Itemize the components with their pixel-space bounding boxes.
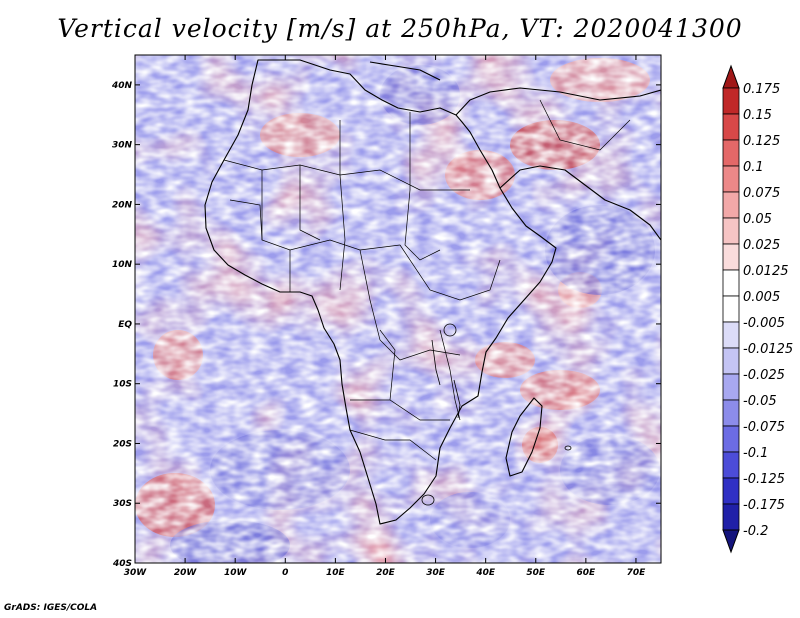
colorbar-label: -0.125 [743,472,785,487]
colorbar-segment [722,425,740,453]
colorbar-label: 0.125 [743,134,780,149]
plot-frame [134,54,662,564]
lat-tick-label: 40S [112,559,132,569]
colorbar-label: 0.175 [743,82,780,97]
colorbar-label: -0.0125 [743,342,793,357]
colorbar-label: 0.005 [743,290,780,305]
lat-tick-label: 20S [113,439,132,449]
colorbar-label: 0.1 [743,160,764,175]
lon-tick-label: 10W [224,568,248,578]
lat-tick-label: EQ [118,320,132,330]
colorbar-max-triangle [722,64,740,89]
longitude-axis: 30W 20W 10W 0 10E 20E 30E 40E 50E 60E 70E [124,55,646,578]
colorbar-label: 0.075 [743,186,780,201]
lon-tick-label: 70E [627,568,647,578]
lakes-islands [421,323,572,506]
colorbar-min-triangle [722,529,740,554]
coastlines [204,59,661,525]
lat-tick-label: 10S [113,380,132,390]
lat-tick-label: 40N [111,81,133,91]
colorbar-segment [722,191,740,219]
colorbar-segment [722,165,740,193]
colorbar-segment [722,321,740,349]
colorbar-label: -0.075 [743,420,785,435]
field-fine-texture [135,55,661,563]
latitude-axis: 40N 30N 20N 10N EQ 10S 20S 30S 40S [111,81,661,569]
colorbar-segment [722,451,740,479]
lon-tick-label: 20W [174,568,198,578]
lat-tick-label: 30N [112,141,133,151]
colorbar-label: -0.2 [743,524,768,539]
lon-tick-label: 0 [282,568,288,578]
lat-tick-label: 10N [112,260,133,270]
colorbar-segment [722,503,740,531]
velocity-field [135,55,661,563]
colorbar-label: 0.05 [743,212,772,227]
colorbar-label: -0.025 [743,368,785,383]
country-borders [223,99,631,461]
colorbar-segment [722,87,740,115]
colorbar-label: -0.005 [743,316,785,331]
colorbar-segment [722,347,740,375]
map-title: Vertical velocity [m/s] at 250hPa, VT: 2… [57,14,743,43]
mediterranean-coast [369,61,441,81]
lon-tick-label: 20E [376,568,396,578]
colorbar-segment [722,139,740,167]
colorbar: 0.175 0.15 0.125 0.1 0.075 0.05 0.025 0.0125 0.0… [722,64,793,554]
colorbar-label: 0.0125 [743,264,789,279]
africa-coastline [204,59,557,525]
colorbar-label: -0.175 [743,498,785,513]
lon-tick-label: 10E [326,568,346,578]
madagascar-coastline [505,397,543,477]
colorbar-segment [722,113,740,141]
colorbar-label: -0.05 [743,394,777,409]
lat-tick-label: 20N [112,200,133,210]
arabia-south-coast [499,165,661,241]
lon-tick-label: 30W [124,568,148,578]
colorbar-segment [722,217,740,245]
lon-tick-label: 30E [426,568,446,578]
colorbar-segment [722,399,740,427]
colorbar-segment [722,373,740,401]
lon-tick-label: 50E [526,568,546,578]
colorbar-label: -0.1 [743,446,768,461]
colorbar-label: 0.15 [743,108,772,123]
lon-tick-label: 40E [475,568,496,578]
colorbar-segment [722,243,740,271]
lat-tick-label: 30S [113,499,132,509]
colorbar-segment [722,295,740,323]
lon-tick-label: 60E [577,568,597,578]
arabia-north-coast [455,87,661,116]
colorbar-label: 0.025 [743,238,780,253]
colorbar-segment [722,477,740,505]
credit-label: GrADS: IGES/COLA [4,603,98,613]
colorbar-segment [722,269,740,297]
